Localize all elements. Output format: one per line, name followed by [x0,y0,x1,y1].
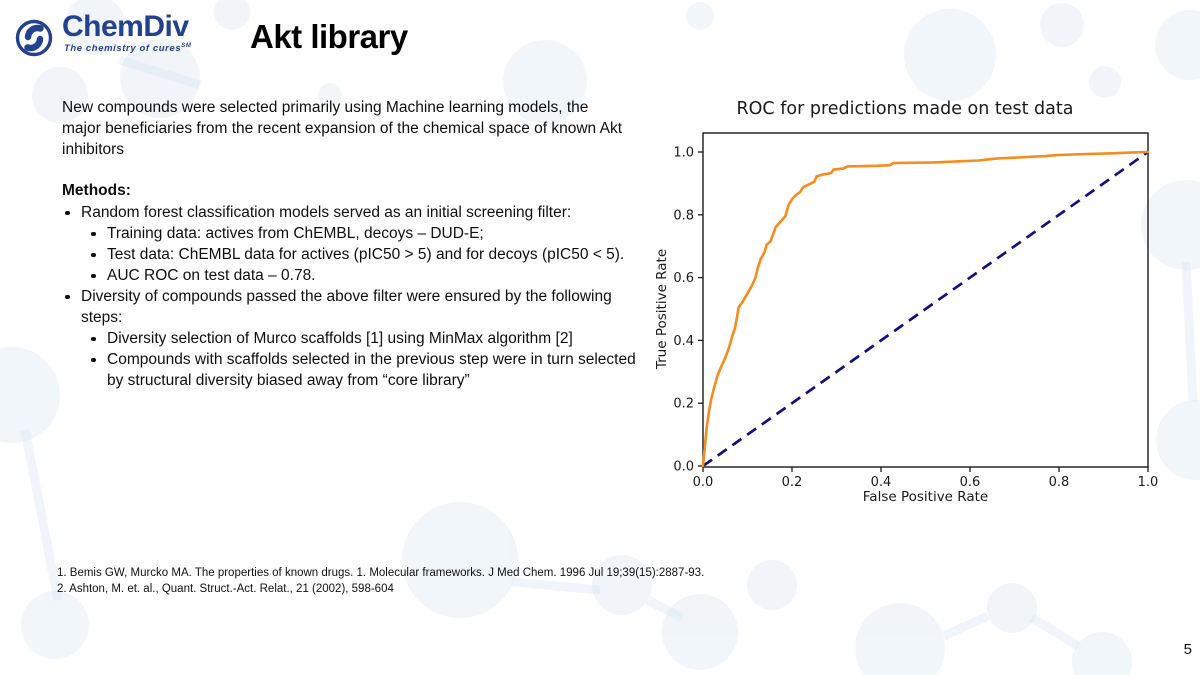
intro-paragraph: New compounds were selected primarily us… [62,99,623,158]
bullet-item: Compounds with scaffolds selected in the… [88,349,654,391]
svg-text:0.8: 0.8 [673,208,694,223]
svg-text:0.8: 0.8 [1049,475,1070,490]
slide-title: Akt library [250,18,408,55]
svg-text:0.0: 0.0 [673,460,694,475]
chemdiv-logo-wordmark: ChemDiv [62,10,189,43]
bullet-item: Training data: actives from ChEMBL, deco… [88,223,654,244]
x-axis-label: False Positive Rate [862,489,989,505]
methods-heading: Methods: [62,182,131,199]
service-mark: SM [181,43,192,49]
chemdiv-logo-icon [15,19,53,57]
bullet-item: AUC ROC on test data – 0.78. [88,265,654,286]
svg-text:0.0: 0.0 [693,475,714,490]
chemdiv-logo-tagline: The chemistry of curesSM [64,43,192,55]
chemdiv-logo: ChemDiv The chemistry of curesSM [10,8,191,64]
svg-text:0.4: 0.4 [871,475,892,490]
roc-chart-svg: 0.0 0.2 0.4 0.6 0.8 1.0 0.0 0.2 0.4 0.6 0.8 1.0 [673,132,1159,490]
reference-1: 1. Bemis GW, Murcko MA. The properties o… [57,567,705,579]
reference-2: 2. Ashton, M. et. al., Quant. Struct.-Ac… [57,582,394,595]
svg-text:0.6: 0.6 [673,271,694,286]
svg-text:1.0: 1.0 [1138,475,1159,490]
svg-text:1.0: 1.0 [673,146,694,161]
page-number: 5 [1183,641,1192,658]
chart-title: ROC for predictions made on test data [736,99,1074,119]
roc-chart: ROC for predictions made on test data Tr… [640,95,1200,515]
bullet-item: Diversity selection of Murco scaffolds [… [88,328,654,349]
svg-text:0.4: 0.4 [673,334,694,349]
bullet-item: Random forest classification models serv… [62,202,654,223]
svg-text:0.2: 0.2 [673,397,694,412]
bullet-item: Test data: ChEMBL data for actives (pIC5… [88,244,654,265]
reference-list: 1. Bemis GW, Murcko MA. The properties o… [57,566,817,597]
svg-text:0.6: 0.6 [960,475,981,490]
bullet-item: Diversity of compounds passed the above … [62,286,654,328]
svg-text:0.2: 0.2 [782,475,803,490]
methods-bullet-list: Random forest classification models serv… [62,202,654,391]
